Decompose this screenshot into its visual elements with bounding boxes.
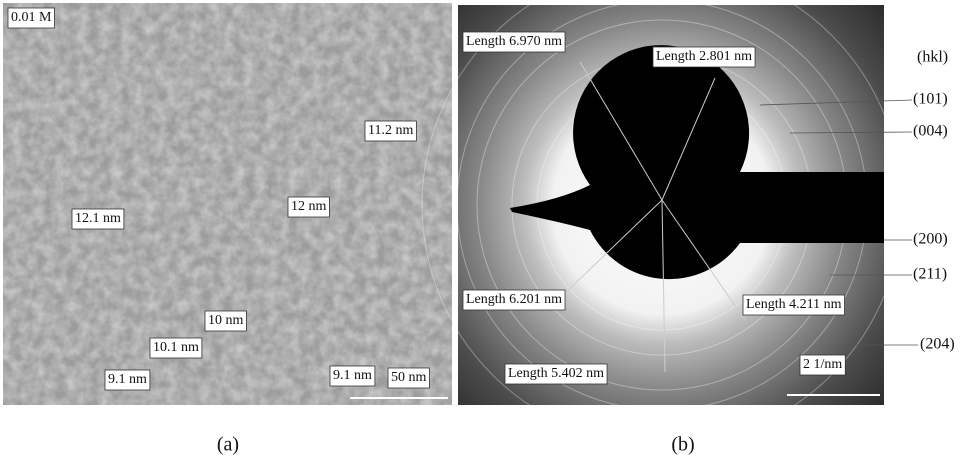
length-label: Length 2.801 nm <box>656 49 752 64</box>
size-label: 10.1 nm <box>153 340 199 355</box>
figure: 0.01 M 50 nm 11.2 nm 12 nm 12.1 nm 10 nm 10.1 … <box>0 0 974 469</box>
tem-texture <box>3 3 452 405</box>
scale-label: 2 1/nm <box>803 357 842 372</box>
panel-a <box>3 3 452 405</box>
hkl-header: (hkl) <box>917 49 948 66</box>
hkl-label: (004) <box>913 123 948 140</box>
length-label: Length 4.211 nm <box>746 297 842 312</box>
length-label: Length 6.201 nm <box>466 292 562 307</box>
sample-label: 0.01 M <box>11 10 52 25</box>
scale-label: 50 nm <box>391 370 427 385</box>
caption: (a) <box>217 434 239 456</box>
size-label: 9.1 nm <box>333 368 372 383</box>
caption: (b) <box>671 434 694 456</box>
hkl-label: (211) <box>913 266 947 283</box>
hkl-label: (200) <box>913 231 948 248</box>
size-label: 9.1 nm <box>108 372 147 387</box>
length-label: Length 6.970 nm <box>466 34 562 49</box>
size-label: 11.2 nm <box>368 123 413 138</box>
length-label: Length 5.402 nm <box>508 366 604 381</box>
hkl-label: (101) <box>913 91 948 108</box>
size-label: 10 nm <box>208 313 244 328</box>
size-label: 12 nm <box>291 199 327 214</box>
hkl-label: (204) <box>920 336 955 353</box>
size-label: 12.1 nm <box>75 211 121 226</box>
